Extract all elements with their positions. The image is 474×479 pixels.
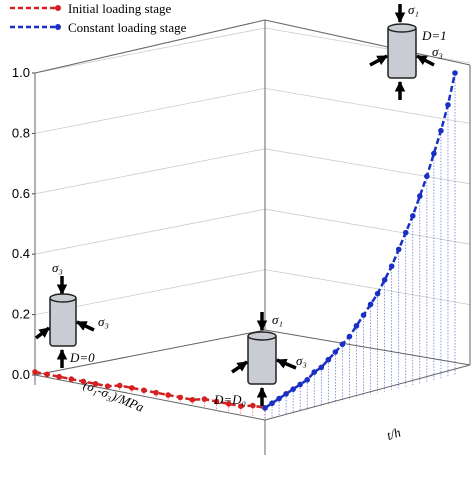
series-line: [264, 72, 457, 409]
data-point: [213, 398, 220, 405]
data-point: [92, 381, 99, 387]
data-point: [360, 312, 367, 318]
data-point: [189, 396, 196, 403]
frame: [34, 19, 471, 455]
data-point: [104, 383, 111, 389]
data-point: [353, 323, 360, 329]
annotation: σ₃: [52, 260, 63, 275]
data-point: [262, 405, 268, 411]
data-point: [283, 391, 289, 397]
legend: Initial loading stage Constant loading st…: [10, 1, 187, 35]
legend-marker: [55, 24, 61, 30]
grid-line: [34, 269, 471, 315]
data-point: [177, 394, 184, 401]
data-point: [318, 364, 325, 371]
data-point: [116, 382, 123, 389]
data-point: [452, 70, 458, 76]
y-tick-label: 0.8: [12, 125, 30, 140]
annotation: D=0: [69, 350, 95, 365]
annotation: D=D₀: [213, 392, 246, 407]
data-point: [438, 127, 444, 134]
data-point: [129, 385, 135, 391]
data-point: [165, 392, 171, 398]
data-point: [80, 378, 87, 385]
data-point: [325, 356, 332, 363]
grid-line: [34, 148, 471, 195]
legend-marker: [55, 5, 61, 11]
data-point: [424, 173, 430, 180]
data-point: [311, 369, 318, 375]
data-point: [402, 229, 409, 236]
data-point: [367, 301, 374, 308]
data-point: [431, 150, 437, 157]
legend-label: Initial loading stage: [68, 1, 171, 16]
grid-line: [34, 87, 471, 134]
specimen-left: σ₃ σ₃ D=0: [34, 260, 109, 368]
data-point: [56, 373, 63, 380]
data-point: [339, 341, 346, 348]
marks: [32, 70, 458, 420]
annotation: σ₃: [98, 314, 109, 329]
y-tick-label: 0.6: [12, 186, 30, 201]
y-tick-label: 0.0: [12, 367, 30, 382]
specimen-mid: σ₁ σ₃ D=D₀: [213, 312, 307, 407]
data-point: [388, 263, 395, 269]
data-point: [141, 387, 147, 394]
data-point: [381, 277, 388, 283]
y-tick-label: 1.0: [12, 65, 30, 80]
data-point: [332, 349, 339, 355]
data-point: [153, 389, 159, 396]
data-point: [417, 193, 423, 199]
annotation: σ₁: [272, 312, 283, 327]
annotation: D=1: [421, 28, 447, 43]
annotation: σ₃: [432, 44, 443, 59]
y-tick-label: 0.2: [12, 307, 30, 322]
data-point: [297, 381, 303, 388]
annotation: σ₃: [296, 353, 307, 368]
data-point: [290, 386, 296, 392]
data-point: [445, 102, 451, 108]
annotation: σ₁: [408, 2, 419, 17]
data-point: [346, 333, 353, 340]
data-point: [32, 369, 38, 375]
data-point: [44, 371, 50, 378]
data-point: [237, 403, 244, 410]
data-point: [276, 395, 282, 402]
data-point: [201, 396, 208, 402]
data-point: [269, 400, 275, 407]
data-point: [68, 376, 75, 382]
data-point: [304, 377, 311, 383]
y-tick-label: 0.4: [12, 246, 30, 261]
data-point: [374, 290, 381, 297]
data-point: [250, 402, 256, 409]
data-point: [409, 213, 416, 219]
data-point: [395, 246, 402, 253]
z-axis-label: t/h: [385, 424, 403, 443]
specimen-top: σ₁ σ₃ D=1: [369, 2, 447, 100]
data-point: [225, 401, 232, 407]
legend-label: Constant loading stage: [68, 20, 187, 35]
